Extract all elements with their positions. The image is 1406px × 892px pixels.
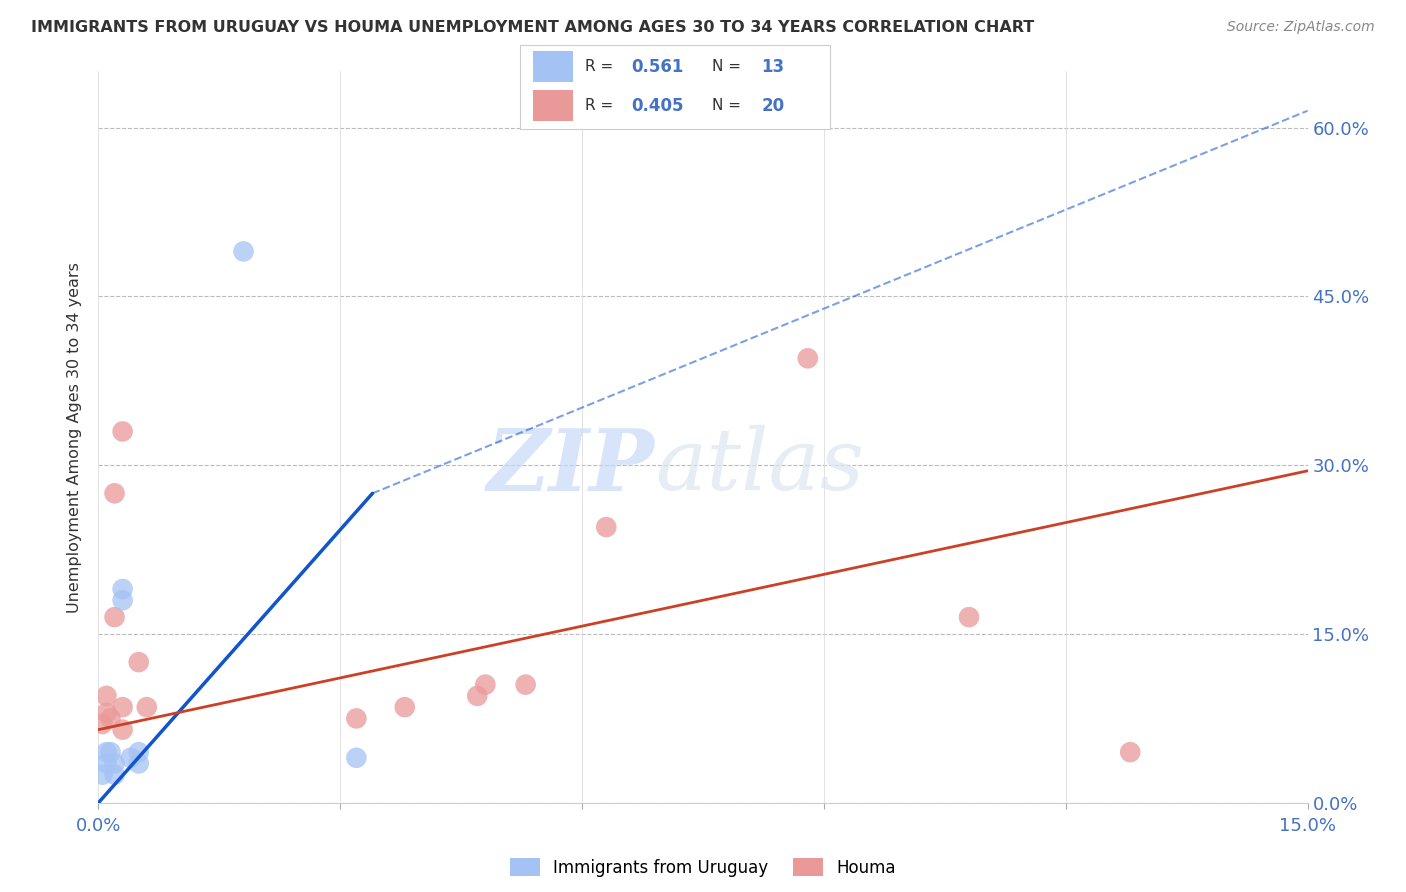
- Point: [96, 689, 118, 703]
- Text: ZIP: ZIP: [486, 425, 655, 508]
- Point: [344, 711, 367, 725]
- Point: [344, 751, 367, 765]
- Point: [96, 706, 118, 720]
- Point: [103, 486, 125, 500]
- Point: [394, 700, 416, 714]
- Point: [120, 751, 142, 765]
- Point: [111, 700, 134, 714]
- Point: [96, 745, 118, 759]
- Point: [111, 593, 134, 607]
- Point: [128, 655, 150, 669]
- Point: [128, 745, 150, 759]
- Text: Source: ZipAtlas.com: Source: ZipAtlas.com: [1227, 20, 1375, 34]
- Text: IMMIGRANTS FROM URUGUAY VS HOUMA UNEMPLOYMENT AMONG AGES 30 TO 34 YEARS CORRELAT: IMMIGRANTS FROM URUGUAY VS HOUMA UNEMPLO…: [31, 20, 1035, 35]
- Point: [111, 582, 134, 596]
- Text: atlas: atlas: [655, 425, 863, 508]
- Point: [797, 351, 820, 366]
- Point: [103, 767, 125, 781]
- Point: [957, 610, 980, 624]
- Text: R =: R =: [585, 98, 619, 113]
- Point: [91, 767, 114, 781]
- Point: [595, 520, 617, 534]
- Point: [465, 689, 488, 703]
- Point: [474, 678, 496, 692]
- Text: 0.405: 0.405: [631, 96, 685, 114]
- Text: N =: N =: [711, 59, 745, 74]
- Text: 13: 13: [762, 58, 785, 76]
- Point: [103, 756, 125, 771]
- Point: [91, 717, 114, 731]
- Bar: [533, 90, 572, 120]
- Y-axis label: Unemployment Among Ages 30 to 34 years: Unemployment Among Ages 30 to 34 years: [67, 261, 83, 613]
- Point: [135, 700, 157, 714]
- Point: [1119, 745, 1142, 759]
- Text: N =: N =: [711, 98, 745, 113]
- Point: [111, 425, 134, 439]
- Point: [232, 244, 254, 259]
- Text: 20: 20: [762, 96, 785, 114]
- Text: 0.561: 0.561: [631, 58, 683, 76]
- Point: [100, 745, 122, 759]
- Point: [100, 711, 122, 725]
- Point: [128, 756, 150, 771]
- Legend: Immigrants from Uruguay, Houma: Immigrants from Uruguay, Houma: [503, 851, 903, 883]
- Point: [103, 610, 125, 624]
- Text: R =: R =: [585, 59, 619, 74]
- Point: [515, 678, 537, 692]
- Bar: [533, 52, 572, 82]
- Point: [96, 756, 118, 771]
- Point: [111, 723, 134, 737]
